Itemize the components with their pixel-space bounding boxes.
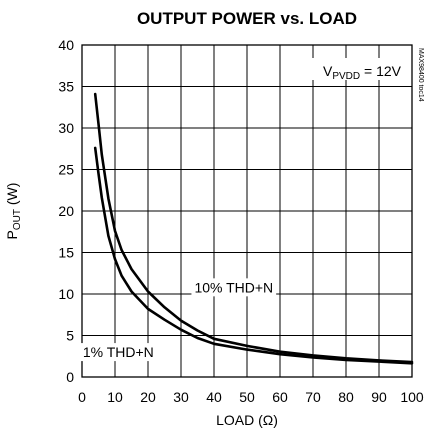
series-line-1 xyxy=(93,146,414,365)
annotation-background-1 xyxy=(79,343,157,362)
figure-code: MAX98400 toc14 xyxy=(417,48,424,102)
x-axis-label: LOAD (Ω) xyxy=(216,412,278,428)
y-tick-label-5: 25 xyxy=(58,162,74,178)
x-tick-label-8: 80 xyxy=(338,389,354,405)
condition-box-background xyxy=(306,58,404,80)
y-tick-label-0: 0 xyxy=(66,369,74,385)
x-tick-labels: 0 10 20 30 40 50 60 70 80 90 100 xyxy=(78,389,424,405)
condition-label-main: V xyxy=(323,63,333,79)
x-tick-label-1: 10 xyxy=(107,389,123,405)
y-tick-labels: 0 5 10 15 20 25 30 35 40 xyxy=(58,37,74,385)
x-tick-label-5: 50 xyxy=(239,389,255,405)
y-axis-label-sub: OUT xyxy=(12,209,23,230)
plot-frame xyxy=(81,44,413,378)
series-layer xyxy=(93,92,414,365)
y-tick-label-8: 40 xyxy=(58,37,74,53)
x-tick-label-9: 90 xyxy=(371,389,387,405)
series-label-1: 1% THD+N xyxy=(83,344,154,360)
series-line-0 xyxy=(93,92,414,364)
annotation-background-0 xyxy=(191,278,277,297)
condition-label-sub: PVDD xyxy=(332,71,360,82)
y-axis-label-unit: (W) xyxy=(4,183,20,209)
condition-label: VPVDD = 12V xyxy=(323,63,402,82)
y-tick-label-4: 20 xyxy=(58,203,74,219)
condition-label-rest: = 12V xyxy=(360,63,402,79)
grid-lines xyxy=(82,45,412,377)
chart-title: OUTPUT POWER vs. LOAD xyxy=(137,9,357,28)
x-tick-label-4: 40 xyxy=(206,389,222,405)
y-axis-label-main: P xyxy=(4,230,20,239)
y-tick-label-7: 35 xyxy=(58,79,74,95)
y-tick-label-6: 30 xyxy=(58,120,74,136)
x-tick-label-0: 0 xyxy=(78,389,86,405)
x-tick-label-7: 70 xyxy=(305,389,321,405)
y-tick-label-2: 10 xyxy=(58,286,74,302)
series-label-0: 10% THD+N xyxy=(194,279,273,295)
annotation-layer: 10% THD+N 1% THD+N xyxy=(79,278,277,362)
y-axis-label: POUT (W) xyxy=(4,183,23,240)
x-tick-label-10: 100 xyxy=(400,389,424,405)
y-tick-label-3: 15 xyxy=(58,245,74,261)
x-tick-label-2: 20 xyxy=(140,389,156,405)
y-tick-label-1: 5 xyxy=(66,328,74,344)
x-tick-label-3: 30 xyxy=(173,389,189,405)
x-tick-label-6: 60 xyxy=(272,389,288,405)
